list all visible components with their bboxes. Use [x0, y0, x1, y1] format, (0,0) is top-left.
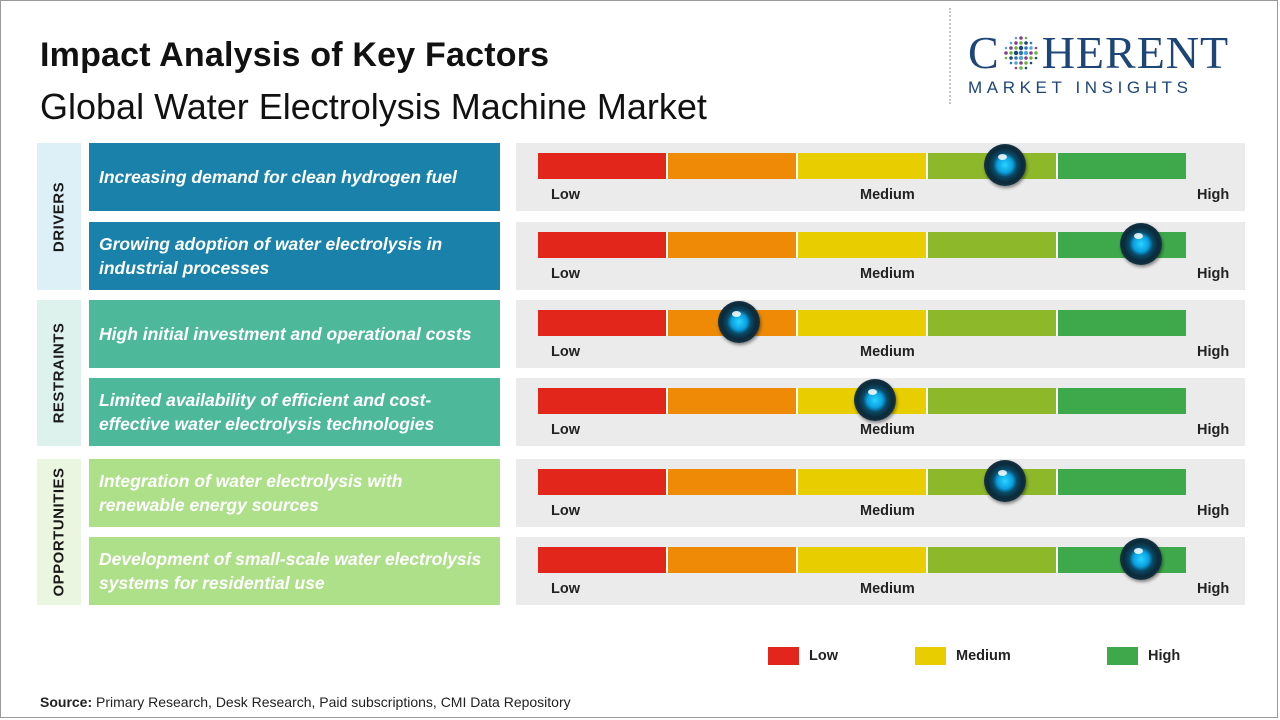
source-label: Source: [40, 694, 93, 710]
impact-gauge: Low Medium High [516, 459, 1245, 527]
factor-label: Limited availability of efficient and co… [99, 390, 435, 434]
gauge-segment-1 [538, 232, 668, 258]
gauge-scale-bar [538, 153, 1186, 179]
gauge-scale-bar [538, 547, 1186, 573]
gauge-label-low: Low [551, 422, 580, 438]
gauge-label-medium: Medium [860, 422, 915, 438]
category-label-restraints: RESTRAINTS [37, 300, 81, 446]
category-label-text: RESTRAINTS [50, 322, 68, 424]
gauge-segment-3 [798, 469, 928, 495]
factor-label: Integration of water electrolysis with r… [99, 471, 403, 515]
gauge-segment-2 [668, 469, 798, 495]
gauge-segment-3 [798, 153, 928, 179]
gauge-label-medium: Medium [860, 503, 915, 519]
impact-marker [717, 301, 760, 343]
gauge-scale-bar [538, 469, 1186, 495]
gauge-label-high: High [1197, 266, 1230, 282]
impact-marker [983, 144, 1026, 186]
gauge-segment-4 [928, 232, 1058, 258]
gauge-segment-1 [538, 153, 668, 179]
gauge-label-medium: Medium [860, 266, 915, 282]
gauge-segment-3 [798, 232, 928, 258]
gauge-label-high: High [1197, 344, 1230, 360]
gauge-segment-1 [538, 469, 668, 495]
gauge-label-high: High [1197, 187, 1230, 203]
gauge-segment-5 [1058, 469, 1186, 495]
gauge-segment-1 [538, 547, 668, 573]
gauge-label-medium: Medium [860, 581, 915, 597]
legend-label: High [1148, 648, 1181, 664]
gauge-label-low: Low [551, 187, 580, 203]
logo-subtitle: MARKET INSIGHTS [968, 78, 1193, 97]
gauge-segment-5 [1058, 388, 1186, 414]
legend-item-2: High [1107, 647, 1180, 665]
legend-label: Low [809, 648, 838, 664]
header-divider [949, 8, 951, 104]
factor-label: Growing adoption of water electrolysis i… [99, 234, 443, 278]
category-label-text: DRIVERS [50, 181, 68, 252]
gauge-label-low: Low [551, 503, 580, 519]
gauge-segment-1 [538, 388, 668, 414]
gauge-segment-2 [668, 547, 798, 573]
gauge-label-high: High [1197, 422, 1230, 438]
logo-dot-grid-icon [1003, 36, 1038, 70]
gauge-scale-bar [538, 232, 1186, 258]
legend-swatch [915, 647, 946, 665]
legend-item-1: Medium [915, 647, 1011, 665]
legend-swatch [1107, 647, 1138, 665]
gauge-label-medium: Medium [860, 344, 915, 360]
gauge-label-high: High [1197, 503, 1230, 519]
gauge-segment-1 [538, 310, 668, 336]
factor-label: Increasing demand for clean hydrogen fue… [99, 167, 457, 187]
gauge-segment-4 [928, 547, 1058, 573]
factor-label: High initial investment and operational … [99, 324, 472, 344]
gauge-segment-5 [1058, 310, 1186, 336]
category-label-text: OPPORTUNITIES [50, 467, 68, 597]
factor-label: Development of small-scale water electro… [99, 549, 482, 593]
impact-gauge: Low Medium High [516, 378, 1245, 446]
impact-gauge: Low Medium High [516, 300, 1245, 368]
gauge-segment-2 [668, 153, 798, 179]
impact-gauge: Low Medium High [516, 222, 1245, 290]
factor-box: Integration of water electrolysis with r… [89, 459, 500, 527]
factor-box: Increasing demand for clean hydrogen fue… [89, 143, 500, 211]
source-text: Primary Research, Desk Research, Paid su… [92, 694, 571, 710]
gauge-segment-3 [798, 310, 928, 336]
impact-gauge: Low Medium High [516, 537, 1245, 605]
gauge-scale-bar [538, 310, 1186, 336]
logo-letters-herent: HERENT [1041, 27, 1230, 78]
gauge-label-low: Low [551, 581, 580, 597]
factor-box: Growing adoption of water electrolysis i… [89, 222, 500, 290]
gauge-label-low: Low [551, 344, 580, 360]
category-label-opportunities: OPPORTUNITIES [37, 459, 81, 605]
page-subtitle: Global Water Electrolysis Machine Market [40, 86, 707, 127]
impact-gauge: Low Medium High [516, 143, 1245, 211]
factor-box: High initial investment and operational … [89, 300, 500, 368]
gauge-label-low: Low [551, 266, 580, 282]
gauge-segment-5 [1058, 153, 1186, 179]
gauge-segment-4 [928, 310, 1058, 336]
company-logo: C HERENT MARKET INSIGHTS [968, 30, 1260, 102]
factor-box: Limited availability of efficient and co… [89, 378, 500, 446]
impact-marker [1119, 223, 1162, 265]
legend-label: Medium [956, 648, 1011, 664]
legend-swatch [768, 647, 799, 665]
page-title: Impact Analysis of Key Factors [40, 36, 550, 74]
logo-letter-c: C [968, 27, 1000, 78]
gauge-segment-2 [668, 232, 798, 258]
gauge-label-medium: Medium [860, 187, 915, 203]
gauge-segment-3 [798, 547, 928, 573]
impact-marker [853, 379, 896, 421]
category-label-drivers: DRIVERS [37, 143, 81, 290]
factor-box: Development of small-scale water electro… [89, 537, 500, 605]
impact-marker [1119, 538, 1162, 580]
impact-marker [983, 460, 1026, 502]
gauge-label-high: High [1197, 581, 1230, 597]
source-note: Source: Primary Research, Desk Research,… [40, 694, 571, 710]
gauge-segment-2 [668, 388, 798, 414]
legend-item-0: Low [768, 647, 838, 665]
gauge-segment-4 [928, 388, 1058, 414]
